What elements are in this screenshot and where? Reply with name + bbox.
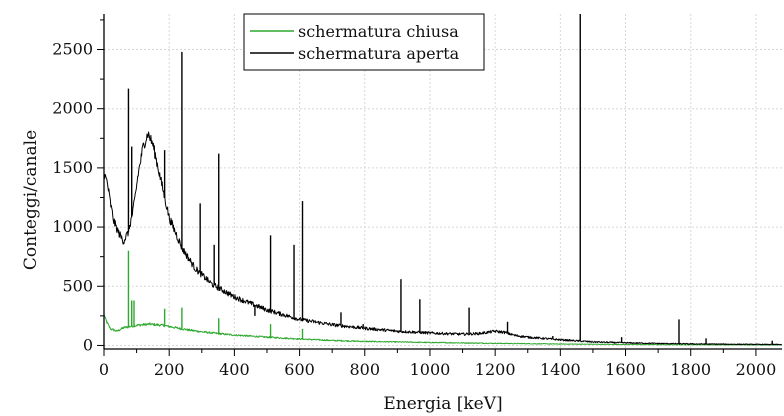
x-tick-label: 400 <box>219 360 250 379</box>
y-tick-label: 1000 <box>52 217 93 236</box>
y-tick-label: 2500 <box>52 40 93 59</box>
x-tick-label: 1200 <box>475 360 516 379</box>
x-tick-label: 1000 <box>410 360 451 379</box>
ticks: 0 200 400 600 800 1000 1200 1400 1600 1800 2000 0 50… <box>52 19 777 379</box>
x-tick-label: 200 <box>154 360 185 379</box>
x-tick-label: 1800 <box>670 360 711 379</box>
legend: schermatura chiusa schermatura aperta <box>243 13 485 71</box>
y-axis-title: Conteggi/canale <box>21 130 41 270</box>
y-tick-label: 2000 <box>52 99 93 118</box>
y-tick-label: 500 <box>62 276 93 295</box>
legend-box <box>243 13 485 71</box>
x-tick-label: 0 <box>99 360 109 379</box>
x-tick-label: 2000 <box>736 360 777 379</box>
x-tick-label: 800 <box>349 360 380 379</box>
x-tick-label: 1400 <box>540 360 581 379</box>
series-schermatura-aperta <box>103 14 783 346</box>
legend-label-chiusa: schermatura chiusa <box>298 22 459 41</box>
x-axis-title: Energia [keV] <box>383 394 502 414</box>
series-schermatura-chiusa <box>103 250 782 346</box>
grid <box>103 14 782 349</box>
series-line <box>103 314 782 346</box>
y-tick-label: 0 <box>83 335 93 354</box>
series-line <box>103 131 783 346</box>
axes <box>103 14 782 350</box>
y-tick-label: 1500 <box>52 158 93 177</box>
x-tick-label: 600 <box>284 360 315 379</box>
x-tick-label: 1600 <box>605 360 646 379</box>
legend-label-aperta: schermatura aperta <box>298 44 460 63</box>
